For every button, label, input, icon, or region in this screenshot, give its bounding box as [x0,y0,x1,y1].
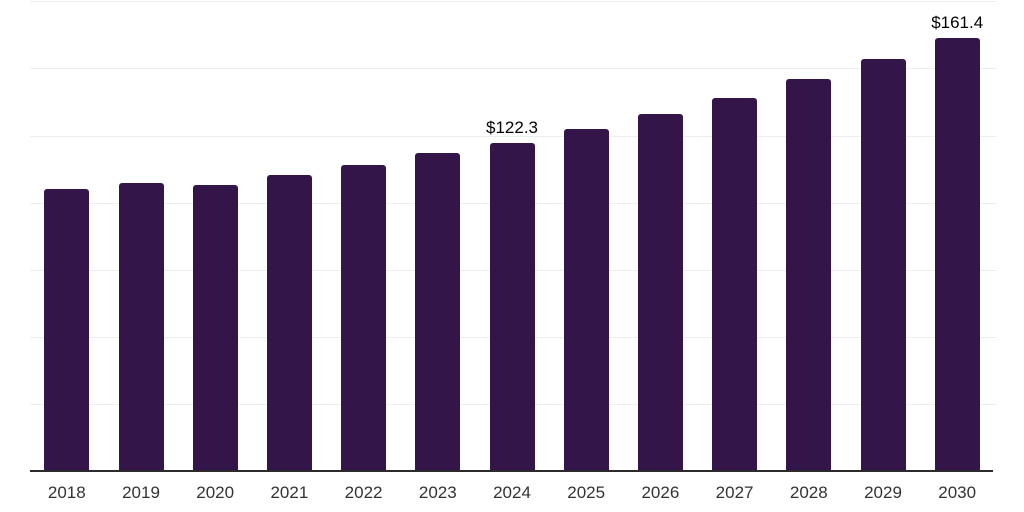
x-tick-2019: 2019 [122,483,160,502]
gridline-175 [30,1,997,3]
bar-2019 [118,182,164,471]
x-tick-2020: 2020 [196,483,235,502]
bar-2018 [44,189,90,471]
bar-2025 [563,129,609,471]
bar-2020 [192,185,238,471]
x-tick-2023: 2023 [418,483,457,502]
x-tick-2028: 2028 [789,483,828,502]
x-tick-2022: 2022 [344,483,383,502]
gridline-150 [30,68,997,70]
x-tick-2018: 2018 [47,483,86,502]
x-tick-2030: 2030 [938,483,977,502]
x-axis-line [30,470,993,472]
value-label-2024: $122.3 [486,117,538,137]
gridline-125 [30,135,997,137]
bar-2027 [712,97,758,471]
x-tick-2027: 2027 [715,483,754,502]
x-tick-2021: 2021 [270,483,309,502]
bar-2021 [266,174,312,471]
x-tick-2029: 2029 [864,483,902,502]
bar-2022 [341,164,387,471]
bar-2024 [489,142,535,471]
x-tick-2024: 2024 [493,483,531,502]
bar-2023 [415,152,461,471]
bar-2026 [637,114,683,471]
bar-2029 [860,59,906,471]
x-tick-2025: 2025 [567,483,606,502]
x-tick-2026: 2026 [641,483,680,502]
bar-2030 [934,37,980,471]
bar-2028 [786,79,832,471]
value-label-2030: $161.4 [931,12,984,32]
